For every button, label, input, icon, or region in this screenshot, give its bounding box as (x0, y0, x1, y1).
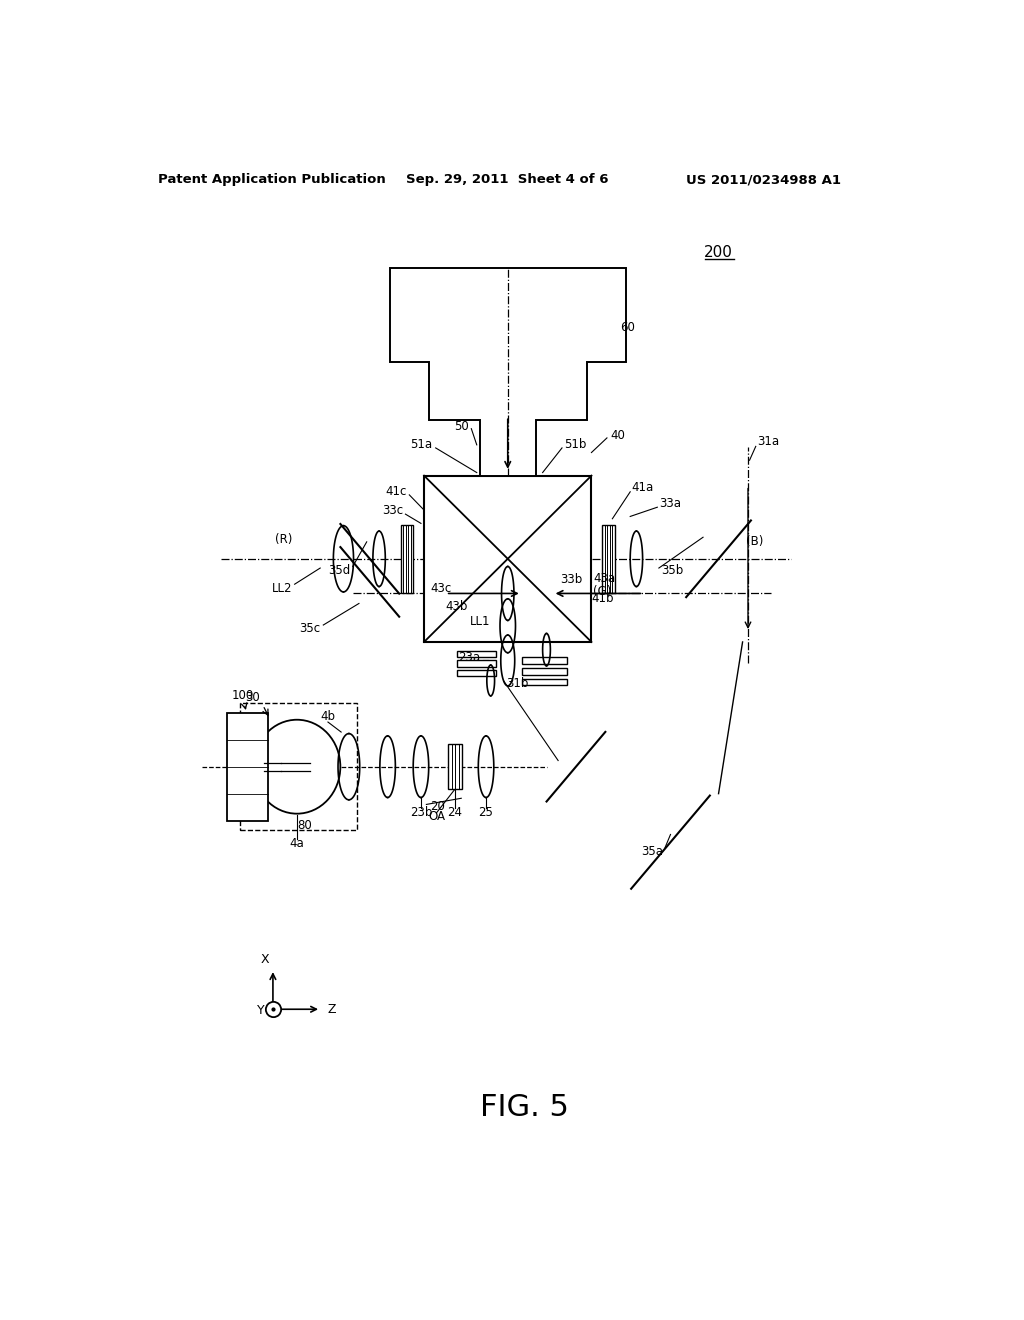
Bar (240, 702, 357, 830)
Text: 51b: 51b (564, 438, 587, 451)
Bar (458, 669, 496, 676)
Text: 35c: 35c (299, 622, 321, 635)
Text: Y: Y (257, 1005, 264, 1018)
Text: 33b: 33b (560, 573, 583, 586)
Text: Patent Application Publication: Patent Application Publication (158, 173, 385, 186)
Bar (602, 525, 614, 593)
Text: Sep. 29, 2011  Sheet 4 of 6: Sep. 29, 2011 Sheet 4 of 6 (407, 173, 609, 186)
Text: (G): (G) (593, 585, 611, 598)
Text: 35d: 35d (328, 564, 350, 577)
Text: 41c: 41c (386, 484, 407, 498)
Text: 33c: 33c (382, 504, 403, 517)
Text: 31a: 31a (758, 436, 779, 449)
Text: 43b: 43b (445, 601, 467, 612)
Text: US 2011/0234988 A1: US 2011/0234988 A1 (686, 173, 841, 186)
Text: 41a: 41a (632, 482, 654, 495)
Text: 43a: 43a (593, 572, 615, 585)
Bar (458, 651, 496, 657)
Text: 24: 24 (447, 807, 463, 820)
Text: LL2: LL2 (271, 582, 292, 594)
Bar (522, 657, 567, 664)
Bar (522, 678, 567, 685)
Text: 41b: 41b (592, 593, 614, 606)
Text: 50: 50 (455, 420, 469, 433)
Text: Z: Z (328, 1003, 336, 1016)
Text: 100: 100 (231, 689, 254, 702)
Text: (B): (B) (746, 536, 764, 548)
Text: 40: 40 (611, 429, 626, 442)
Text: 80: 80 (297, 820, 311, 832)
Bar (449, 744, 462, 789)
Bar (400, 525, 414, 593)
Text: LL1: LL1 (470, 615, 490, 628)
Text: FIG. 5: FIG. 5 (480, 1093, 569, 1122)
Text: X: X (261, 953, 269, 966)
Text: 20: 20 (430, 800, 445, 813)
Text: (R): (R) (274, 533, 292, 546)
Text: 35b: 35b (662, 564, 683, 577)
Text: 43c: 43c (430, 582, 452, 594)
Text: 35a: 35a (641, 845, 663, 858)
Bar (522, 668, 567, 675)
Text: 23b: 23b (410, 807, 432, 820)
Polygon shape (390, 268, 626, 475)
Text: 4a: 4a (290, 837, 304, 850)
Text: OA: OA (428, 810, 445, 824)
Text: 33a: 33a (658, 496, 681, 510)
Ellipse shape (254, 719, 340, 813)
Bar (458, 660, 496, 667)
Text: 23a: 23a (459, 651, 480, 664)
Text: 60: 60 (621, 321, 635, 334)
Text: 25: 25 (478, 807, 494, 820)
Text: 31b: 31b (506, 677, 528, 690)
Bar (424, 475, 592, 642)
Text: 51a: 51a (411, 438, 432, 451)
Text: 200: 200 (705, 244, 733, 260)
Text: 4b: 4b (321, 710, 336, 723)
Bar (227, 713, 267, 821)
Text: 30: 30 (245, 690, 260, 704)
